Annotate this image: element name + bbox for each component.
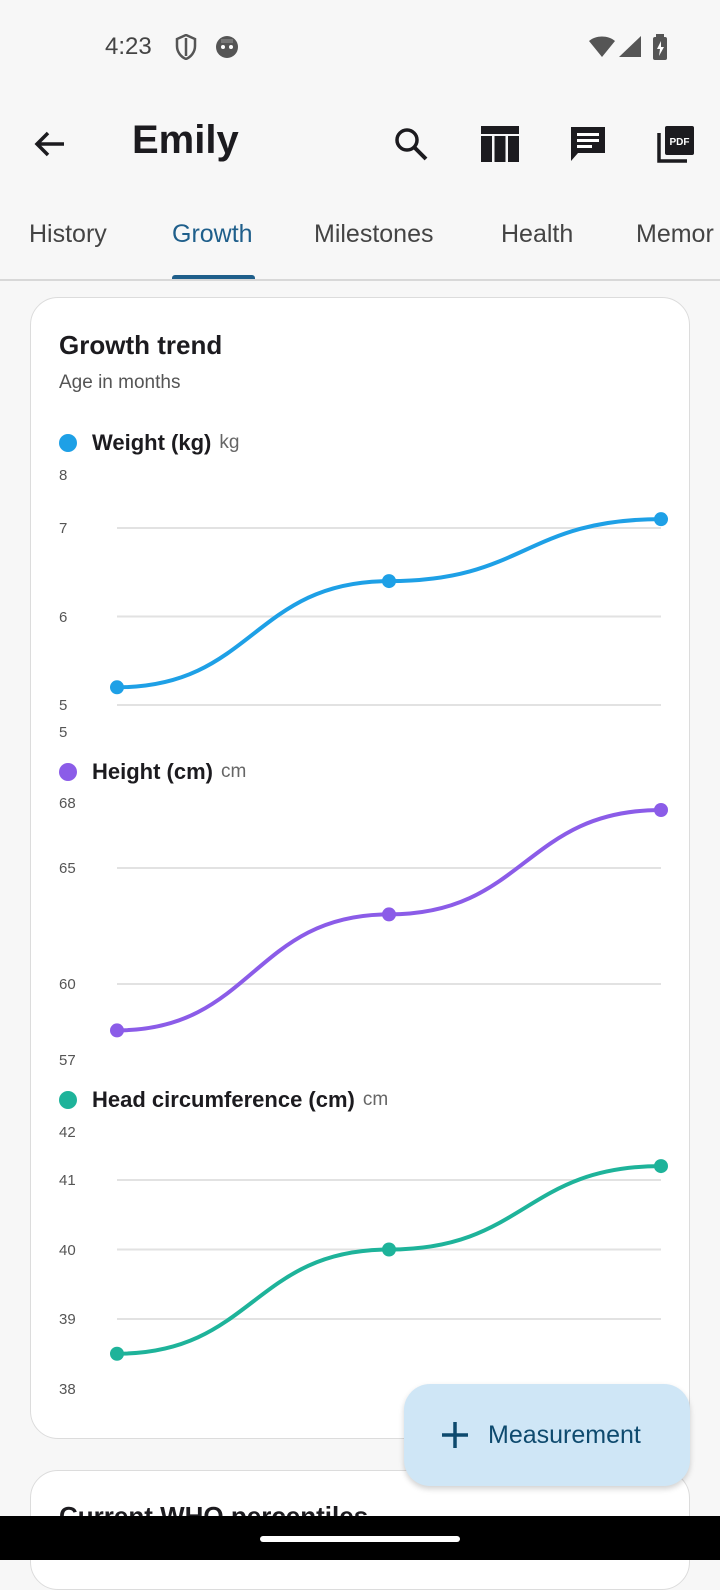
tick-label: 39 <box>59 1311 76 1328</box>
legend-head: Head circumference (cm) cm <box>59 1087 388 1113</box>
wifi-icon <box>588 36 616 63</box>
arrow-back-icon <box>34 131 64 157</box>
tab-milestones[interactable]: Milestones <box>314 220 434 248</box>
tick-label: 42 <box>59 1124 76 1141</box>
tab-health[interactable]: Health <box>501 220 574 248</box>
legend-weight: Weight (kg) kg <box>59 430 239 456</box>
back-button[interactable] <box>22 116 78 172</box>
home-indicator[interactable] <box>260 1536 460 1542</box>
legend-label-head: Head circumference (cm) <box>92 1087 355 1112</box>
data-point <box>382 907 396 922</box>
add-measurement-button[interactable]: Measurement <box>404 1384 690 1486</box>
plus-icon <box>442 1422 468 1448</box>
data-point <box>654 803 668 817</box>
tick-label: 57 <box>59 1052 76 1069</box>
legend-dot-weight <box>59 434 77 452</box>
legend-label-weight: Weight (kg) <box>92 430 212 455</box>
tab-history[interactable]: History <box>29 220 107 248</box>
legend-label-height: Height (cm) <box>92 759 213 784</box>
legend-unit-height: cm <box>221 761 247 782</box>
tab-growth[interactable]: Growth <box>172 220 253 248</box>
export-pdf-button[interactable]: PDF <box>648 116 704 172</box>
tick-label: 60 <box>59 976 76 993</box>
tick-label: 38 <box>59 1381 76 1398</box>
tick-label: 65 <box>59 860 76 877</box>
notes-button[interactable] <box>560 116 616 172</box>
status-bar: 4:23 <box>0 0 720 96</box>
tick-label: 41 <box>59 1172 76 1189</box>
page-title: Emily <box>132 118 239 162</box>
table-icon <box>481 126 519 162</box>
svg-text:PDF: PDF <box>670 137 690 148</box>
search-icon <box>395 128 428 161</box>
data-point <box>654 1159 668 1174</box>
legend-dot-head <box>59 1091 77 1109</box>
tick-label: 40 <box>59 1242 76 1259</box>
chat-icon <box>571 127 605 161</box>
battery-icon <box>652 34 668 65</box>
tab-indicator <box>172 275 255 279</box>
tab-memories[interactable]: Memor <box>636 220 714 248</box>
table-view-button[interactable] <box>472 116 528 172</box>
tab-bar: History Growth Milestones Health Memor <box>0 192 720 281</box>
system-nav-bar <box>0 1516 720 1560</box>
tick-label: 5 <box>59 724 68 741</box>
pdf-icon: PDF <box>657 126 694 163</box>
tick-label: 68 <box>59 795 76 812</box>
tick-label: 6 <box>59 609 68 626</box>
search-button[interactable] <box>383 116 439 172</box>
tick-label: 5 <box>59 697 68 714</box>
fab-label: Measurement <box>488 1420 641 1449</box>
app-bar: Emily PDF <box>0 96 720 192</box>
data-point <box>382 574 396 589</box>
signal-icon <box>618 36 642 63</box>
series-line <box>115 1164 663 1356</box>
data-point <box>110 680 124 695</box>
tick-label: 7 <box>59 520 68 537</box>
face-icon <box>215 34 239 65</box>
legend-height: Height (cm) cm <box>59 759 246 785</box>
legend-dot-height <box>59 763 77 781</box>
tick-label: 8 <box>59 467 68 484</box>
card-title: Growth trend <box>59 330 223 360</box>
data-point <box>654 512 668 527</box>
data-point <box>110 1346 124 1361</box>
shield-icon <box>175 33 197 65</box>
series-line <box>115 517 663 690</box>
legend-unit-weight: kg <box>219 432 240 453</box>
status-time: 4:23 <box>105 33 152 60</box>
data-point <box>110 1023 124 1038</box>
legend-unit-head: cm <box>362 1089 389 1110</box>
card-subtitle: Age in months <box>59 372 181 393</box>
data-point <box>382 1242 396 1257</box>
